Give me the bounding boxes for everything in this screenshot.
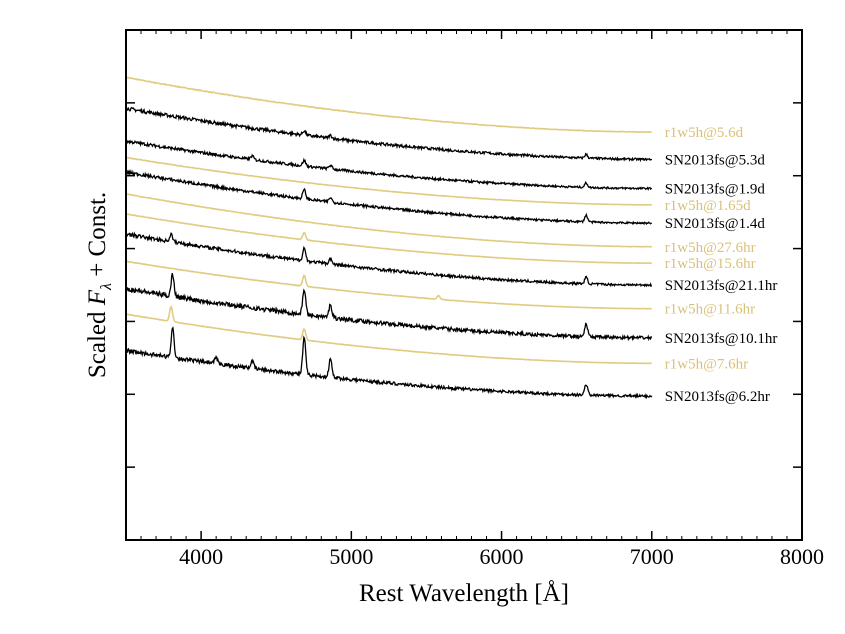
y-axis-title: Scaled Fλ + Const. (84, 192, 115, 378)
series-label-layer: r1w5h@5.6dSN2013fs@5.3dSN2013fs@1.9dr1w5… (665, 125, 778, 405)
series-label-1: SN2013fs@5.3d (665, 152, 766, 168)
x-tick-label-3: 7000 (630, 544, 674, 569)
series-line-1 (125, 106, 653, 163)
plot-frame (125, 29, 803, 541)
series-label-2: SN2013fs@1.9d (665, 181, 766, 197)
series-line-6 (125, 213, 652, 265)
series-line-0 (125, 75, 652, 134)
series-line-5 (125, 193, 652, 248)
series-line-2 (125, 139, 653, 191)
series-label-8: r1w5h@11.6hr (665, 302, 755, 318)
x-tick-label-4: 8000 (780, 544, 824, 569)
series-label-9: SN2013fs@10.1hr (665, 331, 778, 347)
x-tick-label-2: 6000 (480, 544, 524, 569)
series-line-8 (125, 260, 652, 310)
series-label-6: r1w5h@15.6hr (665, 256, 756, 272)
series-line-3 (125, 156, 652, 206)
series-label-3: r1w5h@1.65d (665, 198, 751, 214)
series-label-5: r1w5h@27.6hr (665, 240, 756, 256)
series-label-4: SN2013fs@1.4d (665, 216, 766, 232)
y-axis-title-prefix: Scaled (84, 305, 111, 378)
series-layer (125, 75, 653, 400)
series-line-4 (125, 169, 653, 226)
series-label-0: r1w5h@5.6d (665, 125, 744, 141)
x-tick-label-0: 4000 (179, 544, 223, 569)
y-axis-title-subscript: λ (98, 283, 115, 291)
series-line-11 (125, 326, 653, 400)
x-tick-label-1: 5000 (329, 544, 373, 569)
series-line-10 (125, 305, 652, 365)
y-axis-title-suffix: + Const. (84, 192, 111, 283)
y-axis-title-symbol: F (84, 289, 111, 306)
series-line-7 (125, 231, 653, 288)
series-label-11: SN2013fs@6.2hr (665, 389, 770, 405)
tick-layer: 4000 5000 6000 7000 8000 (125, 29, 824, 569)
x-axis-title: Rest Wavelength [Å] (359, 580, 569, 607)
series-label-10: r1w5h@7.6hr (665, 356, 748, 372)
series-line-9 (125, 272, 653, 342)
series-label-7: SN2013fs@21.1hr (665, 278, 778, 294)
